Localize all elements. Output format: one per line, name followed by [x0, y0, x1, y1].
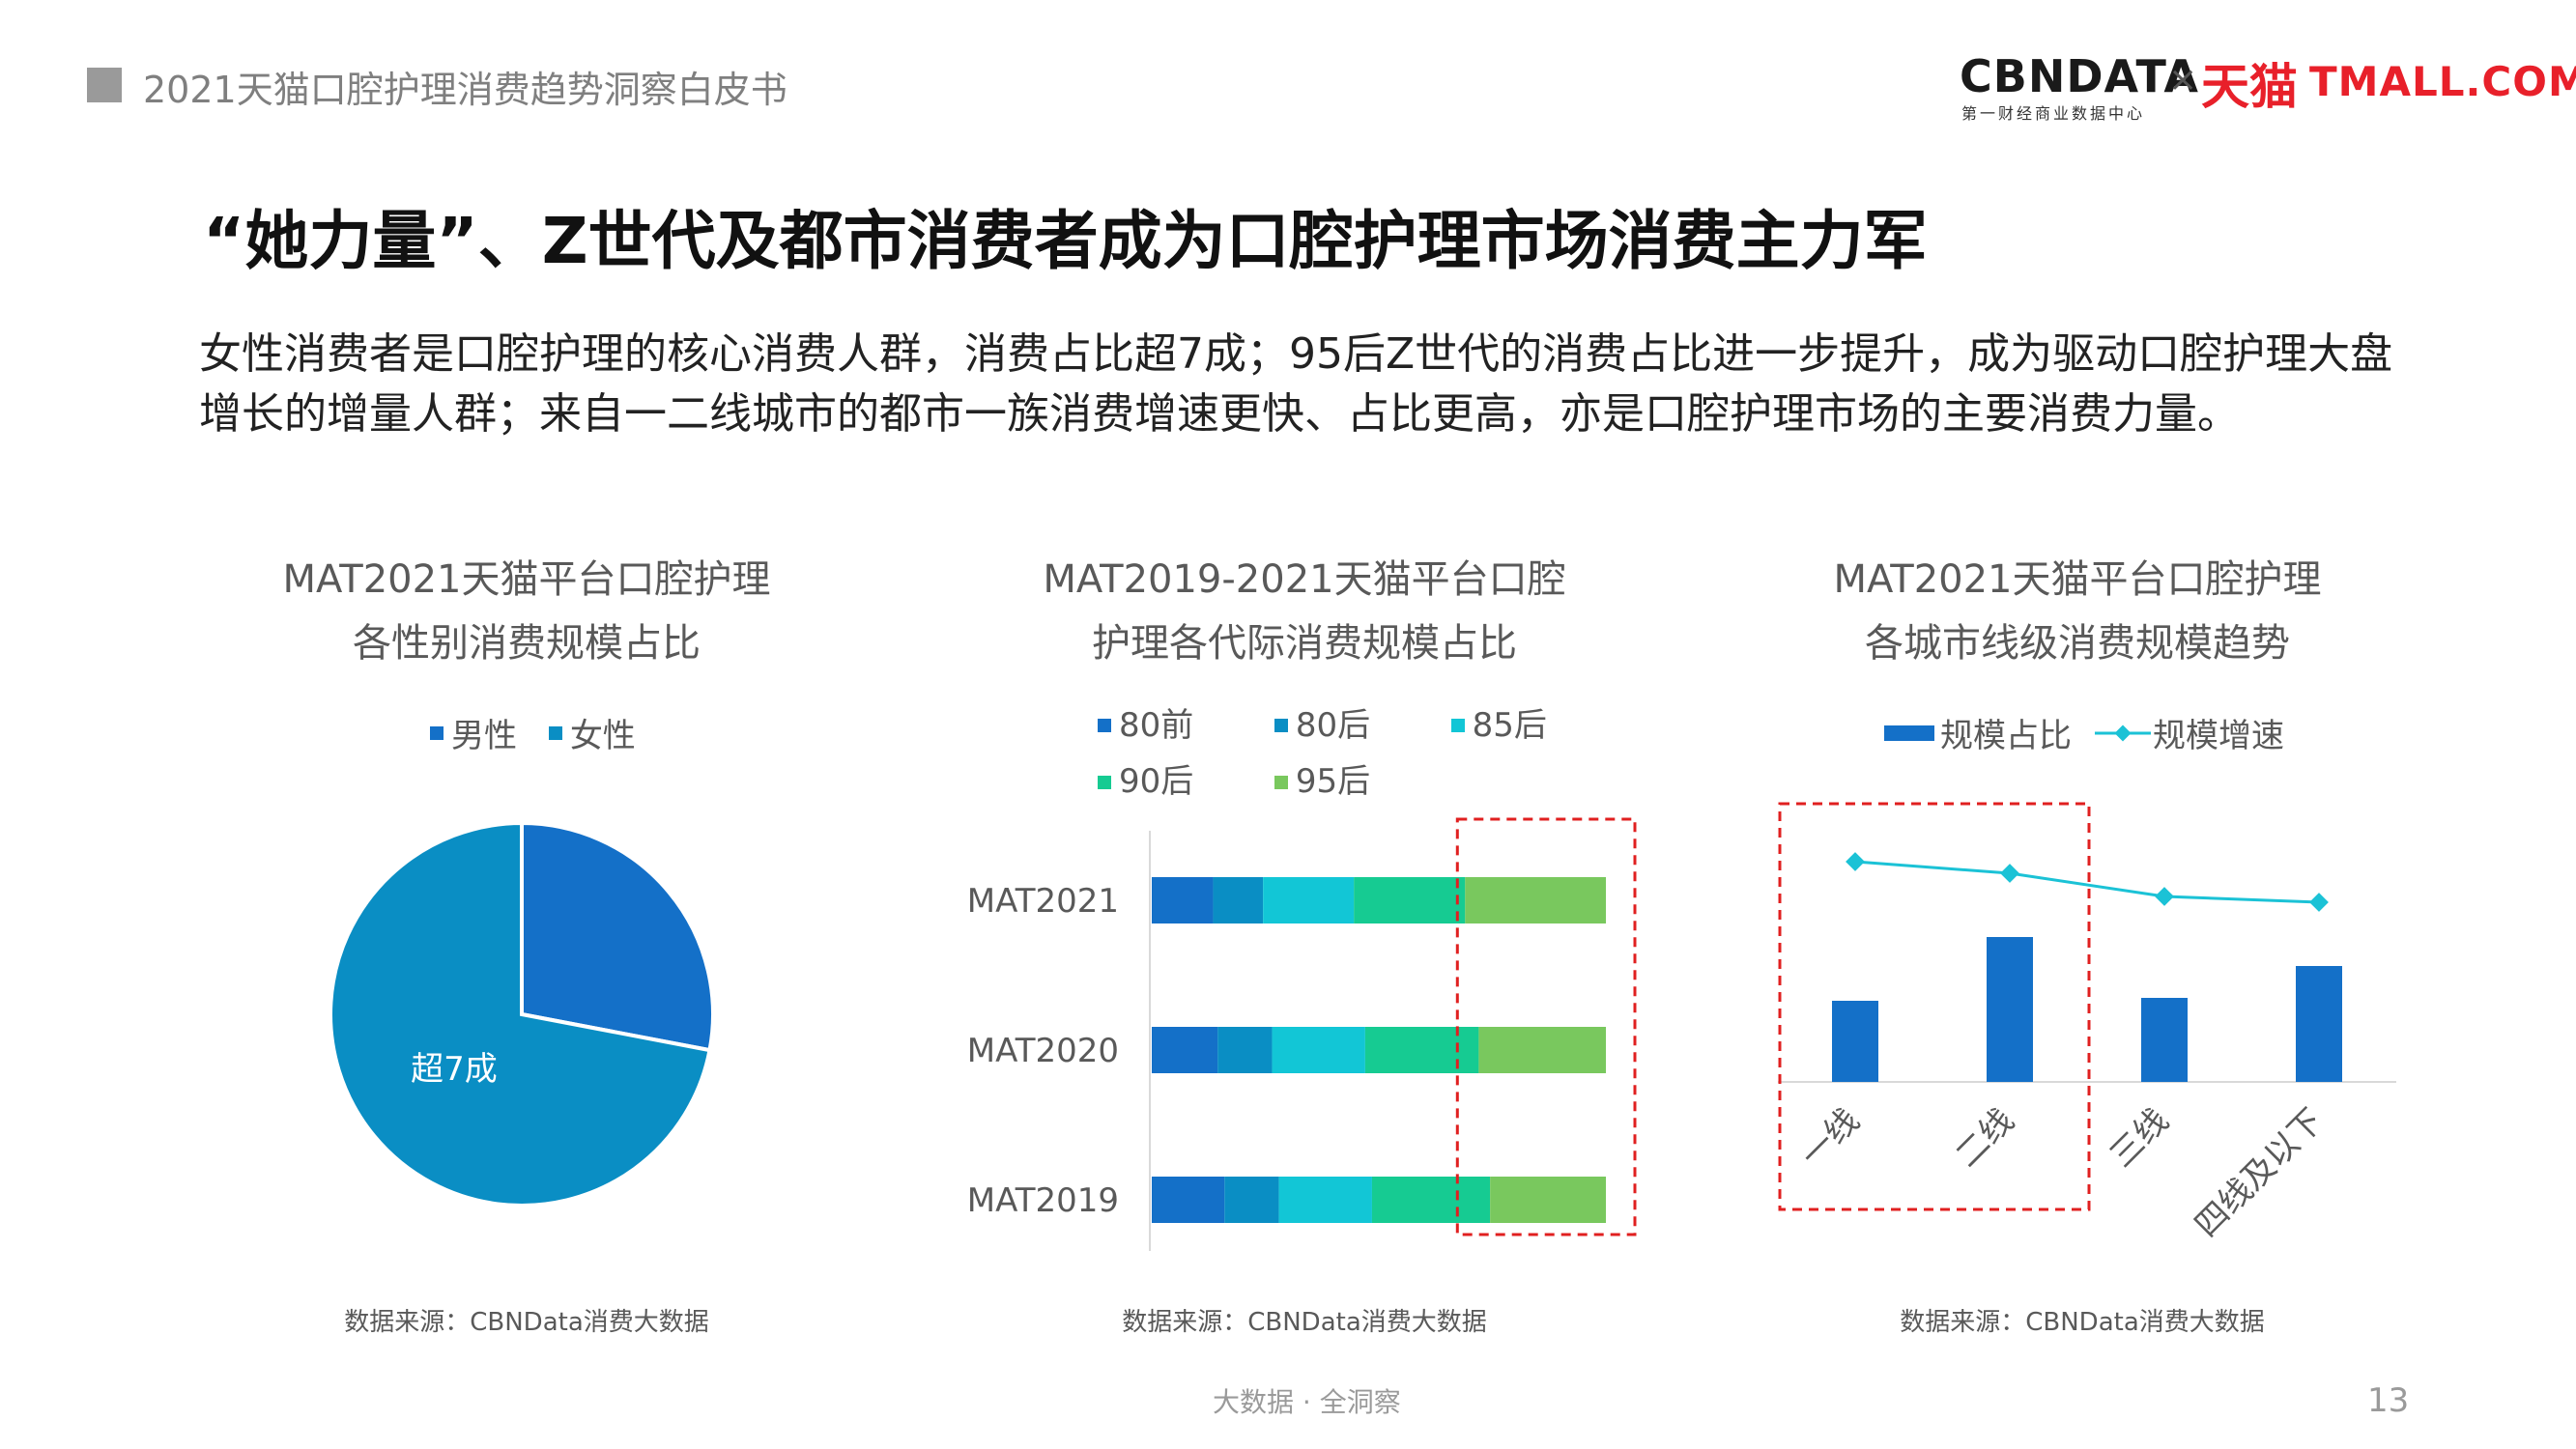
growth-marker: [2000, 864, 2019, 883]
city-chart-title: MAT2021天猫平台口腔护理 各城市线级消费规模趋势: [1788, 548, 2367, 675]
stacked-bar-segment-80qian: [1152, 877, 1214, 923]
legend-label-scale-share: 规模占比: [1940, 717, 2072, 755]
cbndata-logo-subtitle: 第一财经商业数据中心: [1961, 104, 2146, 123]
city-highlight-box: [1778, 802, 2091, 1211]
logo-separator: ×: [2168, 60, 2198, 99]
pie-chart-title-line1: MAT2021天猫平台口腔护理: [282, 557, 771, 602]
city-legend: 规模占比 规模增速: [1884, 709, 2305, 756]
tmall-logo-cn: 天猫: [2201, 59, 2298, 115]
stacked-bar-segment-90hou: [1371, 1177, 1491, 1223]
city-chart-title-line1: MAT2021天猫平台口腔护理: [1833, 557, 2322, 602]
stacked-bar-segment-95hou: [1490, 1177, 1606, 1223]
legend-label-95hou: 95后: [1295, 762, 1371, 801]
page-number: 13: [2367, 1381, 2410, 1420]
stacked-bar-segment-95hou: [1478, 1027, 1606, 1073]
legend-label-female: 女性: [569, 717, 636, 755]
report-title: 2021天猫口腔护理消费趋势洞察白皮书: [143, 69, 787, 111]
legend-label-scale-growth: 规模增速: [2153, 717, 2284, 755]
stacked-bar-segment-90hou: [1364, 1027, 1479, 1073]
stacked-bar-segment-80qian: [1152, 1027, 1218, 1073]
legend-label-90hou: 90后: [1119, 762, 1194, 801]
legend-item-80qian: 80前: [1098, 699, 1243, 753]
legend-label-male: 男性: [451, 717, 517, 755]
stacked-bar-segment-95hou: [1465, 877, 1606, 923]
pie-chart: 超7成: [329, 820, 715, 1208]
stacked-chart-title: MAT2019-2021天猫平台口腔 护理各代际消费规模占比: [1005, 548, 1604, 675]
legend-label-80qian: 80前: [1119, 705, 1194, 745]
pie-source: 数据来源：CBNData消费大数据: [344, 1308, 709, 1337]
legend-item-scale-growth: 规模增速: [2093, 709, 2284, 756]
stacked-bar-segment-90hou: [1354, 877, 1466, 923]
pie-chart-title-line2: 各性别消费规模占比: [353, 621, 701, 666]
stacked-category-label: MAT2019: [967, 1181, 1119, 1220]
swatch-90hou: [1098, 775, 1111, 789]
legend-item-90hou: 90后: [1098, 755, 1243, 809]
stacked-source: 数据来源：CBNData消费大数据: [1122, 1308, 1487, 1337]
legend-item-95hou: 95后: [1274, 755, 1370, 809]
swatch-95hou: [1274, 775, 1288, 789]
legend-item-scale-share: 规模占比: [1884, 709, 2072, 756]
stacked-chart-title-line1: MAT2019-2021天猫平台口腔: [1043, 557, 1566, 602]
growth-marker: [2155, 887, 2174, 906]
pie-legend: 男性 女性: [430, 709, 657, 756]
city-bar: [2141, 998, 2188, 1082]
slide-title: “她力量”、Z世代及都市消费者成为口腔护理市场消费主力军: [203, 204, 1928, 278]
city-category-label: 一线: [1793, 1101, 1867, 1175]
stacked-bar-segment-80hou: [1217, 1027, 1273, 1073]
swatch-80qian: [1098, 719, 1111, 732]
bar-swatch: [1884, 724, 1934, 741]
growth-marker: [2309, 893, 2329, 912]
legend-item-85hou: 85后: [1450, 699, 1547, 753]
city-bar-line-chart: 一线 二线 三线 四线及以下: [1778, 802, 2396, 1245]
cbndata-logo: CBNDATA: [1960, 50, 2199, 102]
legend-item-male: 男性: [430, 709, 517, 756]
growth-marker: [1846, 852, 1865, 871]
legend-item-female: 女性: [548, 709, 636, 756]
city-bar: [1987, 937, 2033, 1082]
stacked-bar-segment-80hou: [1213, 877, 1264, 923]
stacked-category-label: MAT2021: [967, 882, 1119, 921]
city-bar: [2296, 966, 2342, 1082]
legend-item-80hou: 80后: [1274, 699, 1419, 753]
pie-chart-title: MAT2021天猫平台口腔护理 各性别消费规模占比: [237, 548, 816, 675]
swatch-80hou: [1274, 719, 1288, 732]
header-square-icon: [87, 68, 122, 102]
legend-label-80hou: 80后: [1295, 705, 1371, 745]
stacked-bar-segment-85hou: [1278, 1177, 1372, 1223]
city-source: 数据来源：CBNData消费大数据: [1900, 1308, 2265, 1337]
stacked-bar-segment-80hou: [1224, 1177, 1279, 1223]
male-swatch: [430, 725, 444, 740]
stacked-category-label: MAT2020: [967, 1032, 1119, 1070]
pie-annotation: 超7成: [411, 1050, 498, 1089]
stacked-bar-chart: MAT2021 MAT2020 MAT2019: [967, 817, 1637, 1251]
stacked-bar-segment-80qian: [1152, 1177, 1225, 1223]
pie-slice-female: [329, 820, 712, 1208]
city-category-label: 四线及以下: [2188, 1101, 2331, 1244]
stacked-bar-segment-85hou: [1263, 877, 1355, 923]
female-swatch: [548, 725, 562, 740]
city-chart-title-line2: 各城市线级消费规模趋势: [1865, 621, 2290, 666]
city-category-label: 三线: [2103, 1101, 2176, 1175]
tmall-logo-en: TMALL.COM: [2309, 58, 2576, 105]
stacked-legend: 80前 80后 85后 90后 95后: [1098, 696, 1581, 809]
line-swatch-icon: [2095, 724, 2151, 741]
growth-line: [1854, 860, 2320, 904]
city-bar: [1832, 1001, 1878, 1082]
swatch-85hou: [1450, 719, 1465, 732]
slide-description: 女性消费者是口腔护理的核心消费人群，消费占比超7成；95后Z世代的消费占比进一步…: [199, 329, 2393, 439]
stacked-bar-segment-85hou: [1272, 1027, 1365, 1073]
footer-text: 大数据 · 全洞察: [1213, 1386, 1401, 1418]
pie-slice-male: [520, 820, 715, 1053]
stacked-highlight-box: [1455, 817, 1637, 1236]
city-category-label: 二线: [1948, 1101, 2021, 1175]
stacked-chart-title-line2: 护理各代际消费规模占比: [1092, 621, 1517, 666]
legend-label-85hou: 85后: [1472, 705, 1547, 745]
